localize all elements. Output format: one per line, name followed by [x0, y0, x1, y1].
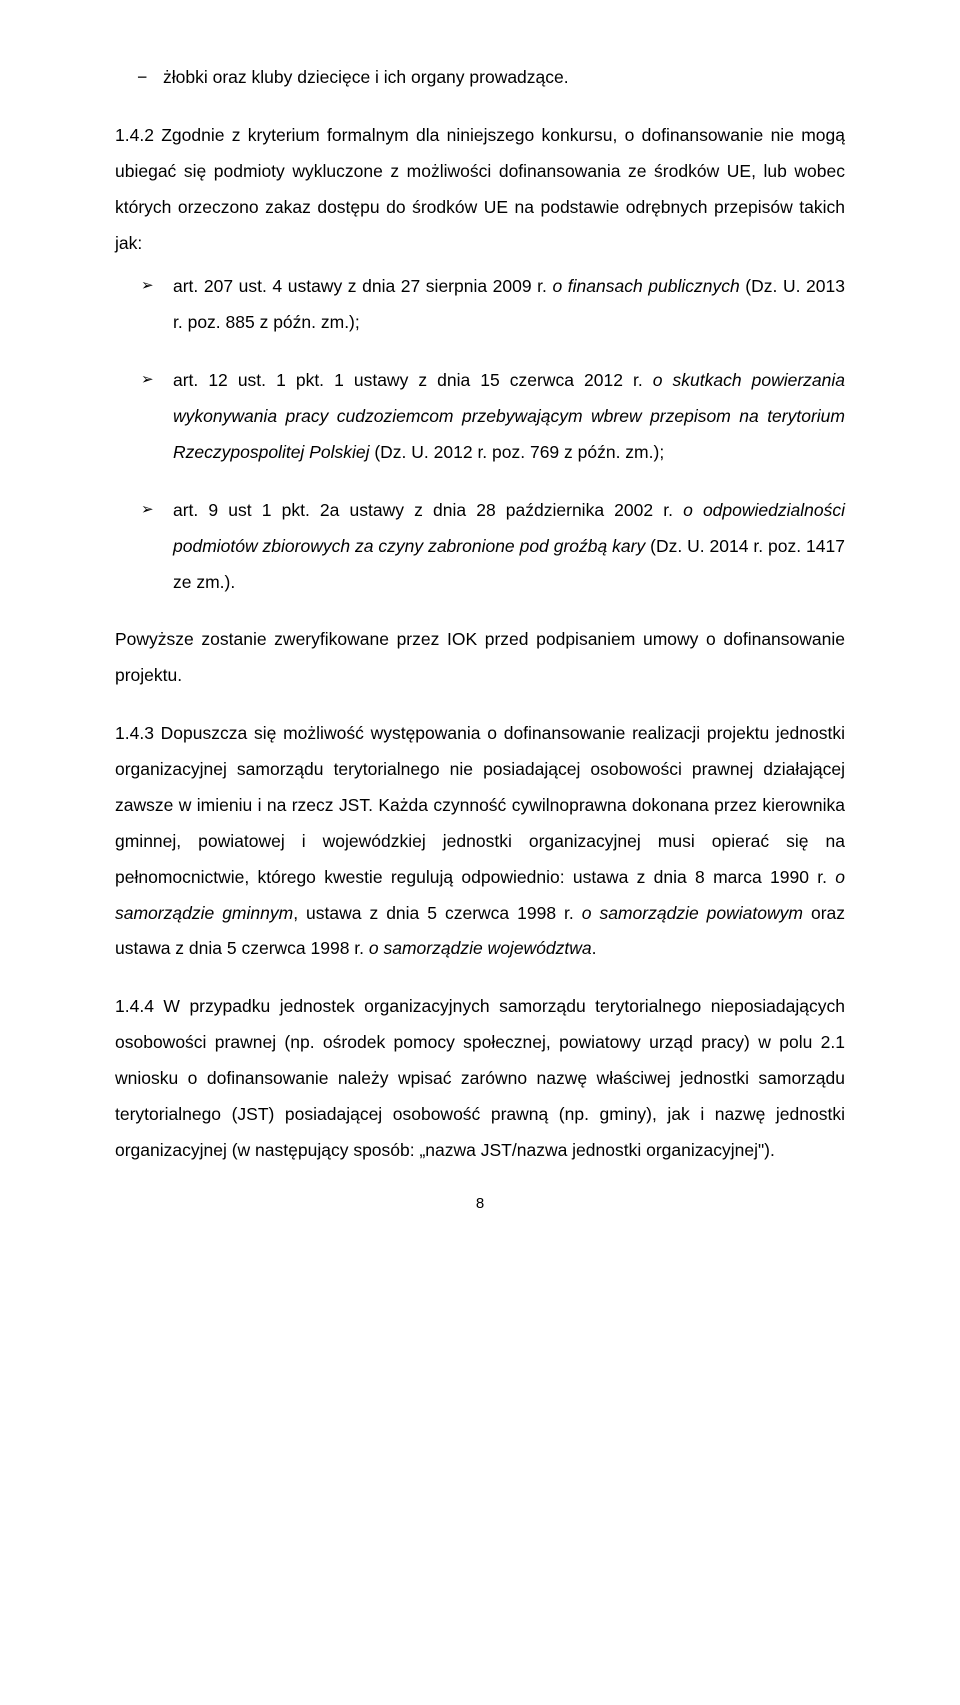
p3-f: o samorządzie województwa	[369, 938, 592, 958]
p3-c: , ustawa z dnia 5 czerwca 1998 r.	[293, 903, 582, 923]
paragraph-144: 1.4.4 W przypadku jednostek organizacyjn…	[115, 989, 845, 1168]
paragraph-143: 1.4.3 Dopuszcza się możliwość występowan…	[115, 716, 845, 967]
bullet-tri-item-1: art. 207 ust. 4 ustawy z dnia 27 sierpni…	[115, 269, 845, 341]
tri3-text-a: art. 9 ust 1 pkt. 2a ustawy z dnia 28 pa…	[173, 500, 683, 520]
bullet-tri-item-3: art. 9 ust 1 pkt. 2a ustawy z dnia 28 pa…	[115, 493, 845, 601]
document-page: żłobki oraz kluby dziecięce i ich organy…	[0, 0, 960, 1252]
bullet-dash-item: żłobki oraz kluby dziecięce i ich organy…	[115, 60, 845, 96]
p3-g: .	[592, 938, 597, 958]
paragraph-verify: Powyższe zostanie zweryfikowane przez IO…	[115, 622, 845, 694]
paragraph-142: 1.4.2 Zgodnie z kryterium formalnym dla …	[115, 118, 845, 262]
tri2-text-c: (Dz. U. 2012 r. poz. 769 z późn. zm.);	[369, 442, 664, 462]
tri1-text-b: o finansach publicznych	[552, 276, 739, 296]
tri1-text-a: art. 207 ust. 4 ustawy z dnia 27 sierpni…	[173, 276, 552, 296]
page-number: 8	[115, 1195, 845, 1212]
bullet-dash-text: żłobki oraz kluby dziecięce i ich organy…	[163, 67, 569, 87]
bullet-tri-item-2: art. 12 ust. 1 pkt. 1 ustawy z dnia 15 c…	[115, 363, 845, 471]
tri2-text-a: art. 12 ust. 1 pkt. 1 ustawy z dnia 15 c…	[173, 370, 653, 390]
p3-d: o samorządzie powiatowym	[582, 903, 803, 923]
p3-a: 1.4.3 Dopuszcza się możliwość występowan…	[115, 723, 845, 887]
